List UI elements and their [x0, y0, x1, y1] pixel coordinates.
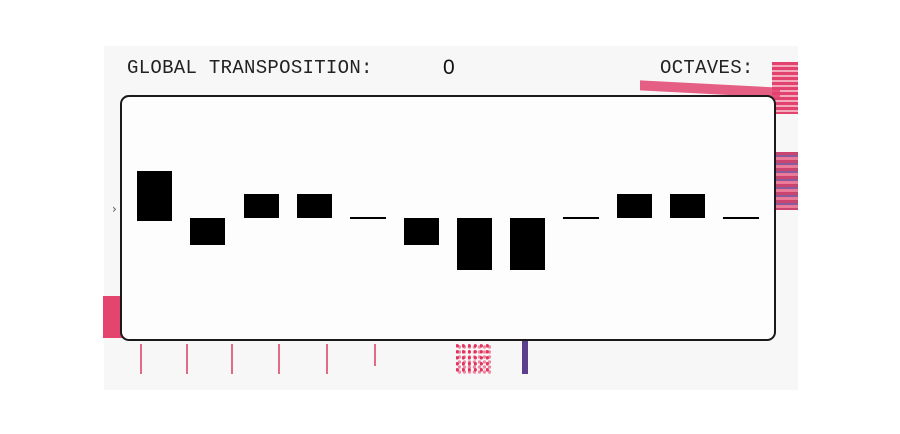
decorative-stripes-mid — [772, 152, 798, 210]
decorative-tick — [374, 344, 376, 366]
pattern-note-step[interactable] — [457, 218, 492, 270]
pattern-step-panel[interactable] — [120, 95, 776, 341]
pattern-rest-step[interactable] — [723, 217, 759, 219]
pattern-note-step[interactable] — [510, 218, 545, 270]
pattern-note-step[interactable] — [404, 218, 439, 245]
chevron-right-icon: › — [112, 202, 117, 216]
pattern-note-step[interactable] — [297, 194, 332, 218]
decorative-tick — [140, 344, 142, 374]
global-transposition-label: GLOBAL TRANSPOSITION: — [127, 57, 373, 79]
octaves-label: OCTAVES: — [660, 57, 754, 79]
pattern-rest-step[interactable] — [350, 217, 386, 219]
decorative-tick — [186, 344, 188, 374]
decorative-noise-patch — [456, 344, 492, 374]
pattern-note-step[interactable] — [244, 194, 279, 218]
decorative-purple-tick — [522, 340, 528, 374]
decorative-tick — [326, 344, 328, 374]
pattern-note-step[interactable] — [137, 171, 172, 221]
pattern-note-step[interactable] — [617, 194, 652, 218]
decorative-left-block — [103, 296, 123, 338]
decorative-tick — [278, 344, 280, 374]
global-transposition-value[interactable]: 0 — [443, 56, 455, 79]
pattern-rest-step[interactable] — [563, 217, 599, 219]
decorative-tick — [231, 344, 233, 374]
pattern-note-step[interactable] — [190, 218, 225, 245]
pattern-note-step[interactable] — [670, 194, 705, 218]
